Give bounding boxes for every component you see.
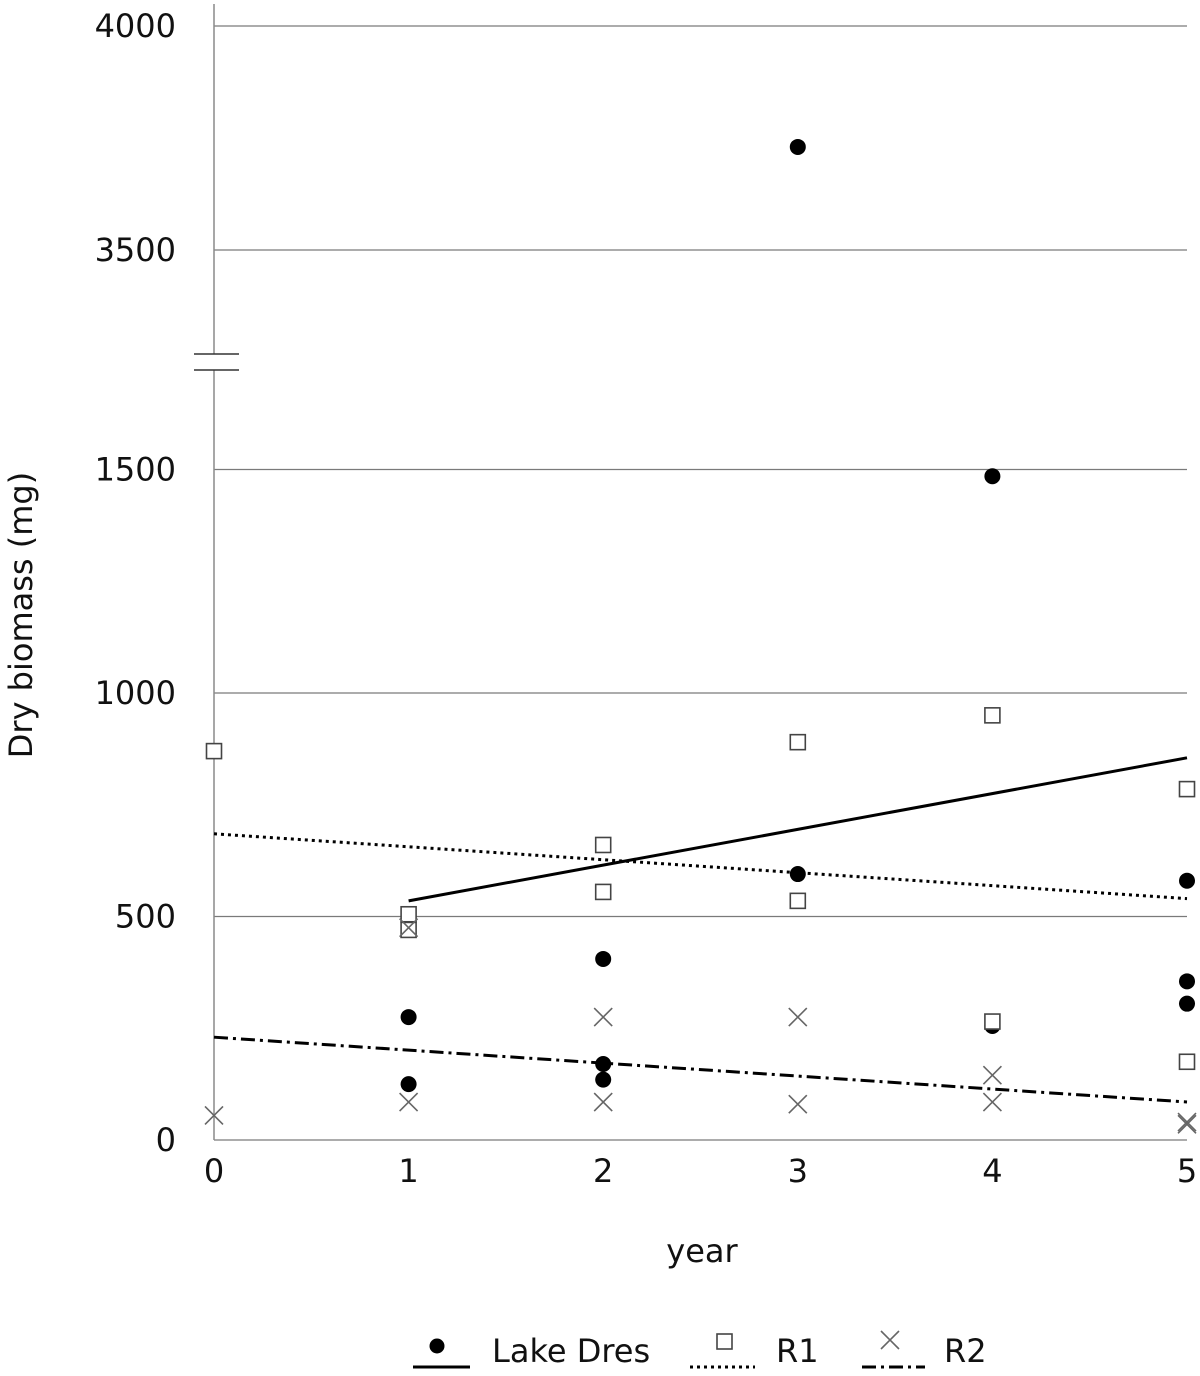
legend-marker-lake-dres (429, 1338, 445, 1354)
point-lake-dres (789, 138, 806, 155)
point-r2 (204, 1105, 224, 1125)
point-lake-dres (595, 1056, 612, 1073)
point-r1 (789, 892, 807, 910)
point-lake-dres (400, 1076, 417, 1093)
point-r2 (399, 1092, 419, 1112)
x-axis-title: year (666, 1232, 738, 1270)
x-tick-label: 1 (398, 1152, 418, 1190)
legend-marker-r2 (880, 1330, 900, 1350)
point-lake-dres (1179, 973, 1195, 990)
legend-label-lake-dres: Lake Dres (492, 1332, 650, 1370)
legend-item-lake-dres: Lake Dres (413, 1332, 650, 1370)
point-lake-dres (1179, 995, 1195, 1012)
x-tick-label: 4 (982, 1152, 1002, 1190)
y-axis-title: Dry biomass (mg) (2, 472, 40, 758)
point-r1 (1178, 780, 1196, 798)
x-tick-label: 5 (1177, 1152, 1197, 1190)
gridlines (214, 25, 1187, 1141)
point-lake-dres (595, 1071, 612, 1088)
point-r1 (594, 883, 612, 901)
point-r2 (399, 918, 419, 938)
legend-marker-r1 (716, 1333, 733, 1350)
point-lake-dres (984, 468, 1001, 485)
y-tick-label: 4000 (95, 7, 176, 45)
y-tick-label: 3500 (95, 231, 176, 269)
point-r1 (594, 836, 612, 854)
trendline-r2 (213, 1035, 1188, 1104)
point-r2 (1177, 1114, 1197, 1134)
axes (194, 4, 239, 1140)
point-lake-dres (789, 866, 806, 883)
point-r1 (789, 733, 807, 751)
legend-item-r2: R2 (862, 1330, 987, 1370)
point-r2 (788, 1094, 808, 1114)
trendline-lake-dres (408, 756, 1188, 903)
point-r1 (1178, 1053, 1196, 1071)
data-points (204, 138, 1197, 1134)
y-tick-label: 1500 (95, 451, 176, 489)
y-tick-label: 1000 (95, 674, 176, 712)
y-tick-label: 500 (115, 898, 176, 936)
point-r2 (982, 1092, 1002, 1112)
point-lake-dres (1179, 872, 1195, 889)
point-r2 (593, 1092, 613, 1112)
y-tick-label: 0 (156, 1121, 176, 1159)
point-lake-dres (595, 950, 612, 967)
point-lake-dres (400, 1009, 417, 1026)
legend: Lake Dres R1 R2 (413, 1330, 987, 1370)
point-r2 (788, 1007, 808, 1027)
legend-label-r2: R2 (944, 1332, 987, 1370)
tick-labels: 0 500 1000 1500 3500 4000 0 1 2 3 4 5 (95, 7, 1198, 1190)
point-r2 (593, 1007, 613, 1027)
x-tick-label: 3 (788, 1152, 808, 1190)
x-tick-label: 0 (204, 1152, 224, 1190)
point-r1 (984, 707, 1001, 724)
legend-label-r1: R1 (776, 1332, 819, 1370)
x-tick-label: 2 (593, 1152, 613, 1190)
point-r1 (984, 1013, 1001, 1030)
legend-item-r1: R1 (690, 1332, 819, 1370)
point-r1 (205, 742, 223, 760)
trendlines (213, 756, 1188, 1104)
point-r2 (982, 1065, 1002, 1085)
point-r1 (400, 921, 417, 939)
trendline-r1 (213, 832, 1188, 901)
point-r1 (400, 905, 417, 923)
point-r2 (1177, 1112, 1197, 1132)
